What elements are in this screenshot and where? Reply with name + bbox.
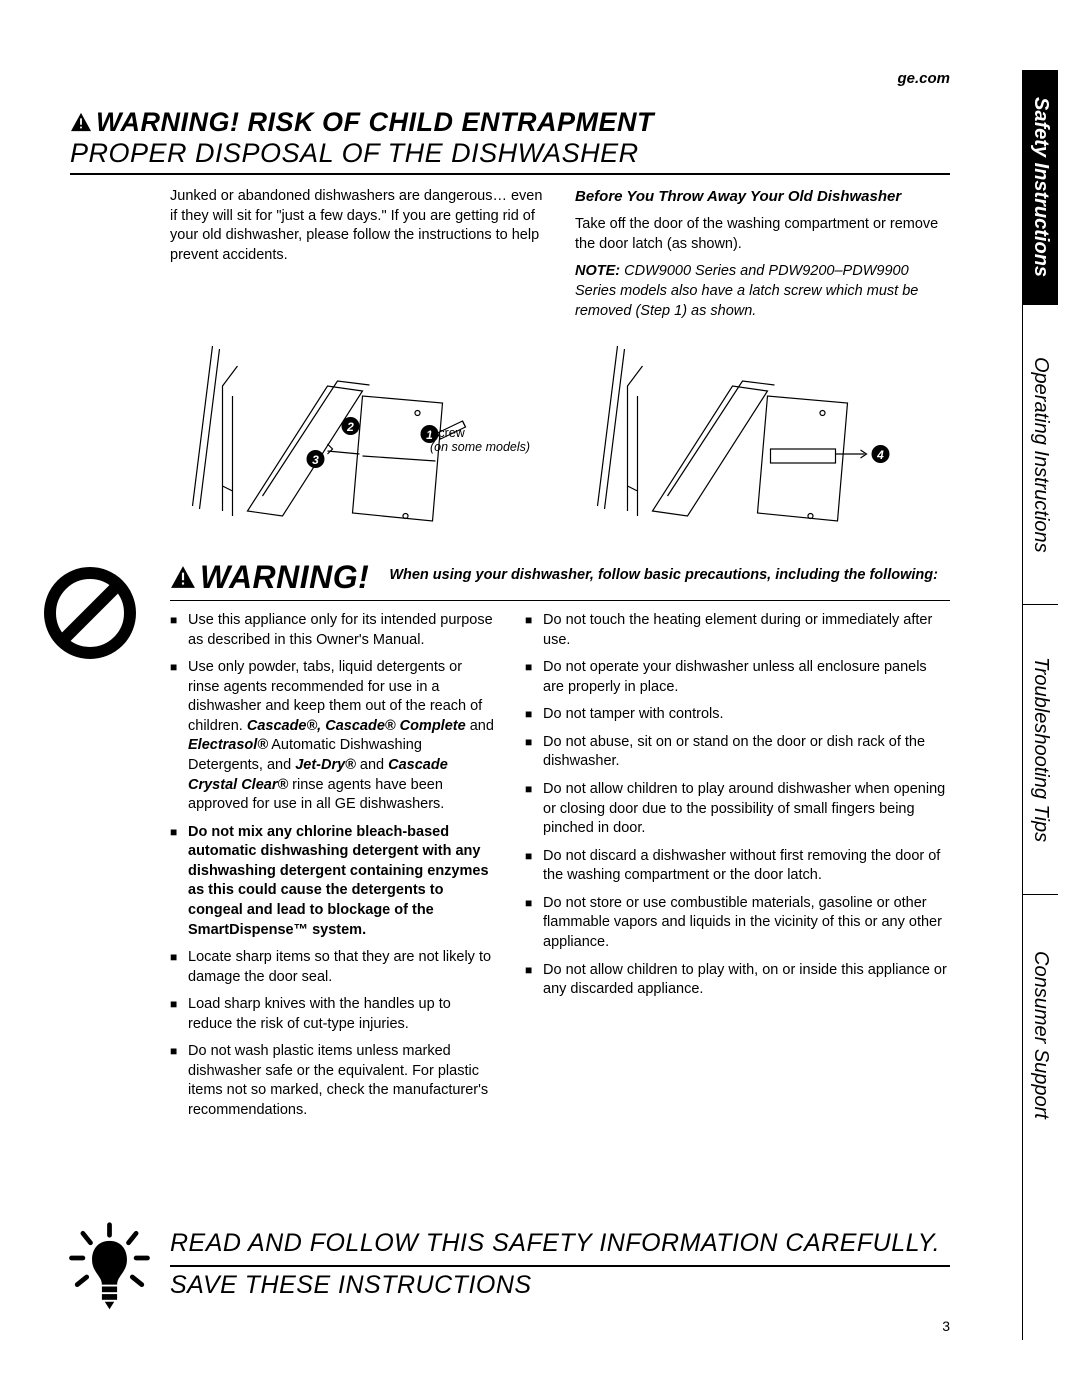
lightbulb-icon <box>62 1220 157 1315</box>
tab-safety[interactable]: Safety Instructions <box>1023 70 1058 305</box>
bottom-heading: READ AND FOLLOW THIS SAFETY INFORMATION … <box>170 1228 950 1267</box>
bullets-right: Do not touch the heating element during … <box>525 611 950 1129</box>
list-item: Do not store or use combustible material… <box>525 894 950 953</box>
tab-operating[interactable]: Operating Instructions <box>1023 305 1058 605</box>
bullets-columns: Use this appliance only for its intended… <box>70 611 950 1129</box>
intro-note: NOTE: CDW9000 Series and PDW9200–PDW9900… <box>575 262 950 321</box>
note-prefix: NOTE: <box>575 263 620 279</box>
list-item: Do not mix any chlorine bleach-based aut… <box>170 823 495 940</box>
bullets-left: Use this appliance only for its intended… <box>70 611 495 1129</box>
warning-triangle-icon <box>70 112 92 132</box>
dishwasher-diagram-2: 4 <box>575 341 950 541</box>
tab-troubleshooting[interactable]: Troubleshooting Tips <box>1023 605 1058 895</box>
prohibit-icon <box>40 563 140 663</box>
bottom-save: SAVE THESE INSTRUCTIONS <box>170 1271 950 1300</box>
screw-label: Screw (on some models) <box>430 427 530 455</box>
intro-left: Junked or abandoned dishwashers are dang… <box>70 187 545 329</box>
list-item: Use only powder, tabs, liquid detergents… <box>170 658 495 815</box>
warning2-title: WARNING! <box>170 559 369 596</box>
list-item: Do not abuse, sit on or stand on the doo… <box>525 733 950 772</box>
list-item: Do not allow children to play with, on o… <box>525 961 950 1000</box>
page-content: ge.com WARNING! RISK OF CHILD ENTRAPMENT… <box>70 70 950 1340</box>
list-item: Do not wash plastic items unless marked … <box>170 1042 495 1120</box>
intro-right: Before You Throw Away Your Old Dishwashe… <box>575 187 950 329</box>
warning-title-1: RISK OF CHILD ENTRAPMENT <box>248 107 655 137</box>
side-tabs: Safety Instructions Operating Instructio… <box>1022 70 1058 1340</box>
bullets-right-list: Do not touch the heating element during … <box>525 611 950 1000</box>
note-text: CDW9000 Series and PDW9200–PDW9900 Serie… <box>575 263 918 318</box>
intro-columns: Junked or abandoned dishwashers are dang… <box>70 187 950 329</box>
diagram-row: 2 1 3 Screw (on some models) <box>70 341 950 541</box>
svg-text:3: 3 <box>312 453 319 467</box>
page-number: 3 <box>942 1318 950 1334</box>
intro-right-text: Take off the door of the washing compart… <box>575 215 950 254</box>
diagram-right: 4 <box>575 341 950 541</box>
list-item: Load sharp knives with the handles up to… <box>170 995 495 1034</box>
list-item: Do not discard a dishwasher without firs… <box>525 847 950 886</box>
svg-text:4: 4 <box>876 448 884 462</box>
list-item: Use this appliance only for its intended… <box>170 611 495 650</box>
warning2-sub: When using your dishwasher, follow basic… <box>389 559 950 583</box>
warning2-header: WARNING! When using your dishwasher, fol… <box>170 559 950 601</box>
list-item: Do not tamper with controls. <box>525 705 950 725</box>
warning2-text: WARNING! <box>200 559 369 595</box>
warning-subtitle: PROPER DISPOSAL OF THE DISHWASHER <box>70 138 950 175</box>
bottom-section: READ AND FOLLOW THIS SAFETY INFORMATION … <box>70 1228 950 1300</box>
list-item: Do not operate your dishwasher unless al… <box>525 658 950 697</box>
list-item: Do not touch the heating element during … <box>525 611 950 650</box>
diagram-left: 2 1 3 Screw (on some models) <box>170 341 545 541</box>
intro-right-heading: Before You Throw Away Your Old Dishwashe… <box>575 187 950 207</box>
brand-url: ge.com <box>70 70 950 87</box>
warning-heading-1: WARNING! RISK OF CHILD ENTRAPMENT <box>70 107 950 138</box>
intro-left-text: Junked or abandoned dishwashers are dang… <box>170 187 545 265</box>
tab-consumer-support[interactable]: Consumer Support <box>1023 895 1058 1175</box>
svg-text:2: 2 <box>346 420 354 434</box>
screw-subtext: (on some models) <box>430 440 530 454</box>
warning-triangle-icon <box>170 565 196 589</box>
screw-text: Screw <box>430 426 465 440</box>
list-item: Locate sharp items so that they are not … <box>170 948 495 987</box>
warning-prefix: WARNING! <box>96 107 239 137</box>
list-item: Do not allow children to play around dis… <box>525 780 950 839</box>
bullets-left-list: Use this appliance only for its intended… <box>170 611 495 1121</box>
